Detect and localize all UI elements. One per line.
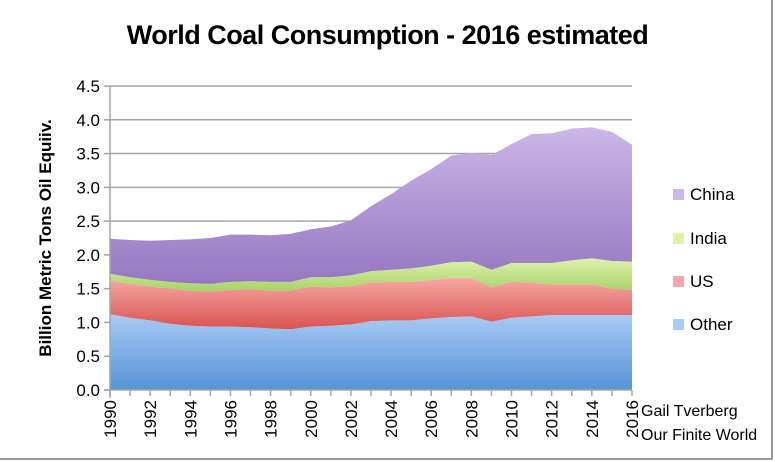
y-tick-label: 3.5 [76,145,100,164]
legend-label-us: US [690,272,714,291]
area-us [110,277,632,330]
legend-swatch-china [673,189,684,200]
y-axis-label: Billion Metric Tons Oil Equiiv. [36,119,55,356]
x-tick-label: 2006 [422,400,441,438]
x-tick-label: 1992 [141,400,160,438]
x-tick-label: 2002 [342,400,361,438]
y-tick-labels: 0.0 0.5 1.0 1.5 2.0 2.5 3.0 3.5 4.0 4.5 [76,77,100,400]
credit-site: Our Finite World [641,427,757,444]
x-tick-label: 2004 [382,400,401,438]
axes [104,85,633,398]
area-series [110,127,632,390]
y-tick-label: 2.0 [76,246,100,265]
y-tick-label: 4.5 [76,77,100,96]
x-tick-labels: 1990 1992 1994 1996 1998 2000 2002 2004 2006 2008… [101,400,642,438]
x-tick-label: 1990 [101,400,120,438]
y-tick-label: 4.0 [76,111,100,130]
legend-label-india: India [690,229,727,248]
y-tick-label: 1.0 [76,313,100,332]
y-tick-label: 0.5 [76,347,100,366]
x-tick-label: 1996 [221,400,240,438]
x-tick-label: 2010 [503,400,522,438]
x-tick-label: 2016 [623,400,642,438]
legend-label-china: China [690,185,735,204]
area-other [110,314,632,390]
x-tick-label: 1998 [262,400,281,438]
x-tick-label: 2014 [583,400,602,438]
legend-swatch-other [673,319,684,330]
area-india [110,258,632,292]
x-tick-label: 2008 [462,400,481,438]
area-china [110,127,632,284]
chart-title: World Coal Consumption - 2016 estimated [126,20,649,50]
legend: China India US Other [673,185,735,334]
x-tick-label: 2012 [543,400,562,438]
x-tick-label: 1994 [181,400,200,438]
credit-author: Gail Tverberg [641,403,738,420]
y-tick-label: 1.5 [76,280,100,299]
x-tick-label: 2000 [302,400,321,438]
y-tick-label: 2.5 [76,212,100,231]
legend-swatch-us [673,276,684,287]
y-tick-label: 0.0 [76,381,100,400]
legend-label-other: Other [690,315,733,334]
y-tick-label: 3.0 [76,178,100,197]
legend-swatch-india [673,233,684,244]
